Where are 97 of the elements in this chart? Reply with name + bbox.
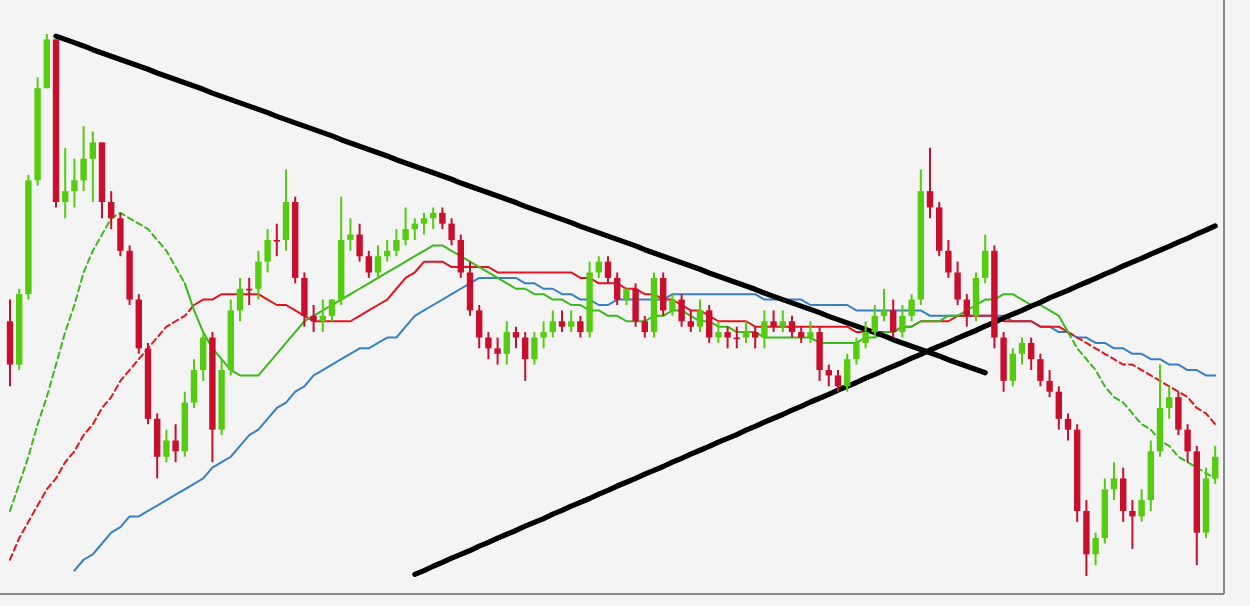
candlestick (614, 271, 621, 306)
candlestick (6, 298, 14, 388)
candlestick (439, 206, 446, 231)
candlestick (908, 293, 915, 323)
candlestick (945, 238, 952, 279)
candlestick (117, 211, 124, 258)
candlestick (71, 157, 78, 209)
candlestick (163, 428, 170, 464)
candlestick (788, 314, 796, 339)
candlestick (1120, 466, 1127, 523)
candlestick (1166, 385, 1173, 420)
candlestick (1000, 331, 1007, 393)
candlestick (982, 233, 989, 285)
candlestick (190, 358, 198, 409)
candlestick (880, 287, 888, 323)
candlestick (641, 314, 648, 339)
candlestick (660, 271, 667, 317)
candlestick (926, 146, 934, 220)
candlestick (301, 271, 308, 328)
candlestick (899, 304, 906, 339)
candlestick (687, 309, 694, 334)
candlestick (1046, 369, 1053, 399)
candlestick (890, 298, 897, 339)
candlestick (264, 228, 271, 274)
candlestick (172, 423, 179, 464)
candlestick (365, 249, 372, 279)
candlestick (89, 130, 96, 204)
candlestick (715, 320, 722, 344)
candlestick (393, 228, 400, 258)
candlestick (1156, 363, 1164, 458)
candlestick (678, 293, 685, 328)
candlestick (282, 168, 290, 252)
candlestick (62, 146, 69, 220)
candlestick (963, 293, 970, 328)
candlestick (310, 304, 317, 334)
candlestick (632, 282, 639, 328)
candlestick (1110, 461, 1118, 502)
candlestick (1055, 385, 1062, 431)
candlestick (770, 309, 777, 334)
candlestick (1064, 412, 1072, 442)
candlestick (273, 222, 280, 258)
candlestick (972, 271, 980, 323)
candlestick (844, 352, 851, 393)
candlestick (871, 304, 878, 339)
candlestick (706, 304, 713, 344)
candlestick (807, 320, 814, 344)
candlestick (347, 217, 354, 252)
candlestick (936, 201, 943, 258)
candlestick (522, 331, 529, 382)
candlestick (503, 320, 510, 366)
candlestick (696, 298, 704, 334)
candlestick (1018, 336, 1026, 366)
candlestick (1028, 336, 1035, 372)
candlestick (752, 325, 759, 350)
candlestick (577, 314, 584, 339)
candlestick (448, 217, 455, 247)
candlestick (761, 309, 768, 350)
candlestick (669, 293, 676, 317)
candlestick (200, 331, 207, 382)
candlestick (402, 206, 409, 247)
candlestick (485, 331, 492, 361)
candlestick (834, 369, 842, 393)
candlestick (1175, 390, 1182, 437)
candlestick (862, 320, 869, 350)
candlestick (816, 325, 823, 382)
candlestick (549, 309, 556, 339)
candlestick (356, 222, 363, 263)
candlestick (466, 260, 474, 317)
candlestick (742, 320, 750, 344)
candlestick (1009, 347, 1016, 388)
candlestick (540, 320, 547, 350)
candlestick (1184, 423, 1191, 464)
candlestick (374, 244, 382, 279)
candlestick (512, 325, 520, 350)
candlestick (420, 211, 428, 236)
candlestick (108, 190, 115, 231)
candlestick (853, 336, 860, 366)
candlestick (1083, 499, 1090, 577)
candlestick (568, 309, 575, 334)
candlestick (476, 304, 483, 350)
candlestick (1037, 352, 1044, 388)
candlestick (1092, 531, 1099, 567)
candlestick (457, 233, 464, 279)
candlestick (1212, 444, 1219, 485)
candlestick (604, 255, 612, 285)
candlestick (558, 309, 566, 334)
candlestick (154, 412, 161, 480)
candlestick (80, 125, 87, 193)
candlestick (531, 331, 538, 366)
candlestick (236, 276, 244, 323)
candlestick (494, 336, 501, 366)
candlestick (779, 309, 786, 334)
candlestick (1138, 488, 1145, 523)
candlestick (724, 325, 731, 350)
candlestick (255, 249, 262, 301)
candlestick (954, 260, 961, 306)
candlestick (1129, 499, 1136, 550)
